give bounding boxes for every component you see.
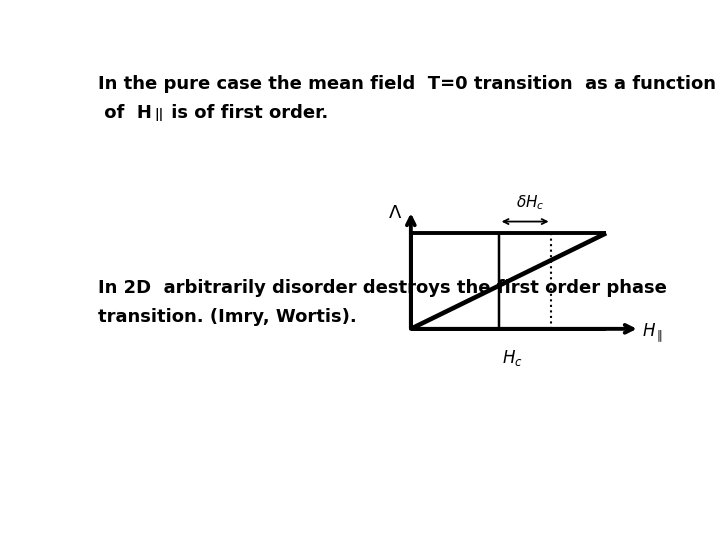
Text: transition. (Imry, Wortis).: transition. (Imry, Wortis). (99, 308, 357, 326)
Text: is of first order.: is of first order. (166, 104, 328, 122)
Text: In the pure case the mean field  T=0 transition  as a function: In the pure case the mean field T=0 tran… (99, 75, 716, 93)
Text: of  H: of H (99, 104, 152, 122)
Text: In 2D  arbitrarily disorder destroys the first order phase: In 2D arbitrarily disorder destroys the … (99, 279, 667, 297)
Text: $H_c$: $H_c$ (502, 348, 523, 368)
Text: $\Lambda$: $\Lambda$ (388, 204, 402, 222)
Text: ||: || (155, 109, 164, 122)
Text: $\delta H_c$: $\delta H_c$ (516, 194, 545, 212)
Text: $H_{\parallel}$: $H_{\parallel}$ (642, 322, 663, 345)
